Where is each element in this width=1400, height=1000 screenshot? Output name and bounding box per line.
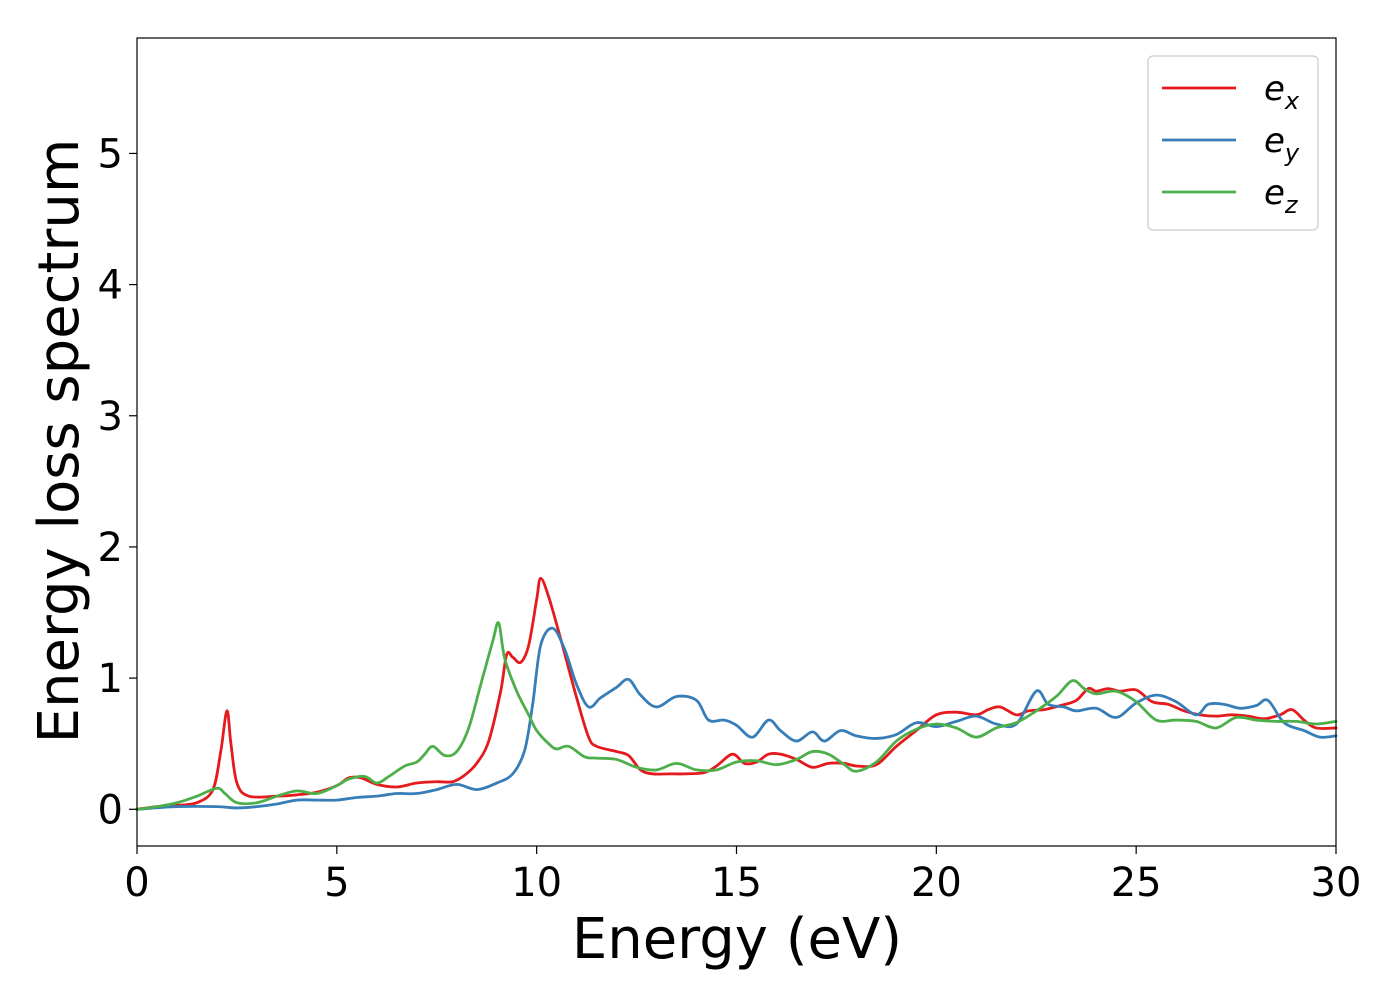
x-tick-label: 0	[124, 860, 149, 906]
y-tick-label: 5	[98, 131, 123, 177]
x-tick-label: 20	[911, 860, 962, 906]
series-line-y	[135, 626, 1338, 811]
x-tick-label: 10	[511, 860, 562, 906]
y-tick-label: 0	[98, 787, 123, 833]
y-tick-label: 3	[98, 394, 123, 440]
y-axis-title: Energy loss spectrum	[27, 139, 92, 744]
y-tick-label: 2	[98, 525, 123, 571]
plot-lines	[135, 577, 1338, 811]
x-axis-ticks: 0 5 10 15 20 25 30	[124, 846, 1361, 906]
x-axis-title: Energy (eV)	[572, 907, 902, 972]
x-tick-label: 5	[324, 860, 349, 906]
y-tick-label: 4	[98, 263, 123, 309]
x-tick-label: 25	[1111, 860, 1162, 906]
y-axis-ticks: 0 1 2 3 4 5	[98, 131, 137, 833]
series-line-z	[135, 621, 1338, 811]
legend-box	[1147, 55, 1319, 231]
y-tick-label: 1	[98, 656, 123, 702]
x-tick-label: 30	[1311, 860, 1362, 906]
x-tick-label: 15	[711, 860, 762, 906]
